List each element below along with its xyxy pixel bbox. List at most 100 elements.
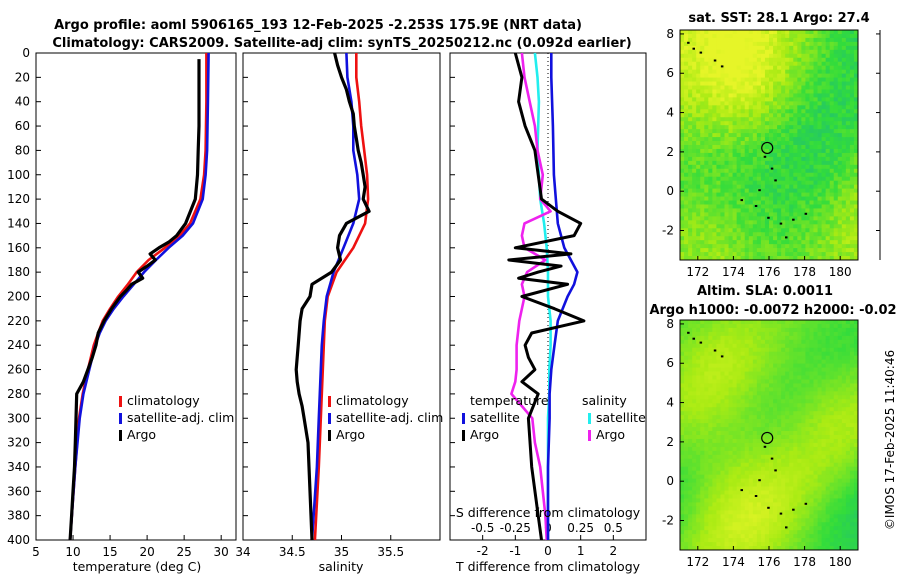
sst_map-cell — [809, 256, 814, 261]
sst_map-cell — [845, 208, 851, 213]
sla_map-cell — [773, 446, 778, 452]
sla_map-cell — [728, 498, 733, 503]
sst_map-cell — [716, 113, 721, 118]
sst_map-cell — [720, 85, 725, 90]
sla_map-cell — [837, 387, 843, 392]
sla_map-cell — [769, 435, 774, 440]
sla_map-cell — [748, 514, 754, 519]
sst_map-cell — [720, 208, 725, 213]
sst_map-cell — [732, 37, 738, 43]
sst_map-cell — [688, 256, 693, 261]
sst_map-cell — [781, 184, 786, 190]
sla_map-cell — [764, 462, 770, 468]
sst_map-cell — [833, 137, 839, 142]
sla_map-cell — [805, 335, 810, 341]
sla_map-cell — [813, 423, 818, 428]
sla_map-cell — [752, 506, 758, 511]
sst_map-cell — [748, 232, 754, 237]
sst_map-cell — [744, 145, 750, 150]
sla_map-cell — [684, 431, 689, 436]
sla_map-cell — [704, 435, 709, 440]
sla_map-cell — [813, 411, 818, 416]
sla_map-cell — [825, 391, 831, 396]
sla_map-cell — [817, 482, 822, 487]
sst_map-cell — [849, 152, 855, 158]
sst_map-cell — [845, 224, 851, 229]
sla_map-cell — [817, 450, 822, 456]
sla_map-cell — [708, 415, 713, 420]
sst_map-cell — [789, 133, 794, 138]
sla_map-cell — [696, 371, 701, 376]
sla_map-cell — [688, 474, 693, 480]
sst_map-cell — [845, 125, 851, 130]
sst_map-cell — [837, 65, 843, 71]
sst_map-cell — [692, 105, 697, 110]
sla_map-cell — [748, 438, 754, 444]
sla_map-cell — [716, 486, 721, 491]
sst_map-cell — [769, 105, 774, 110]
sst_map-cell — [841, 93, 847, 98]
temperature-xtick-label: 5 — [32, 545, 40, 559]
sst_map-cell — [797, 101, 802, 106]
sst_map-cell — [704, 164, 709, 170]
sst_map-cell — [797, 129, 802, 134]
sla_map-cell — [696, 367, 701, 372]
sst_map-cell — [764, 252, 770, 257]
sla_map-cell — [793, 518, 798, 523]
sst_map-cell — [785, 137, 790, 142]
sla_map-cell — [732, 470, 738, 476]
sla_map-cell — [777, 403, 782, 408]
sla_map-cell — [829, 335, 835, 341]
sst_map-cell — [837, 137, 843, 142]
temperature-xtick-label: 20 — [139, 545, 154, 559]
sst_map-cell — [736, 45, 742, 51]
sla_map-cell — [760, 411, 766, 416]
sst_map-cell — [748, 57, 754, 63]
sst_map-cell — [724, 220, 729, 225]
sla_map-cell — [736, 375, 742, 380]
sst_map-cell — [801, 240, 806, 245]
sst_map-cell — [716, 97, 721, 102]
sst_map-cell — [837, 33, 843, 39]
sst_map-cell — [764, 65, 770, 71]
sla_map-cell — [716, 371, 721, 376]
sla_map-cell — [785, 347, 790, 353]
sst_map-cell — [760, 53, 766, 59]
sst_map-cell — [740, 137, 746, 142]
sst_map-cell — [692, 101, 697, 106]
sst_map-cell — [781, 216, 786, 221]
sst_map-cell — [752, 228, 758, 233]
sla_map-cell — [712, 395, 717, 400]
sla_map-cell — [853, 514, 859, 519]
sla_map-cell — [829, 466, 835, 472]
sst_map-cell — [736, 160, 742, 166]
sla_map-cell — [740, 363, 746, 368]
sst_map-cell — [829, 137, 835, 142]
sla_map-cell — [736, 427, 742, 432]
sst_map-cell — [789, 125, 794, 130]
sla_map-cell — [801, 427, 806, 432]
sst_map-cell — [700, 121, 705, 126]
sst_map-cell — [764, 248, 770, 253]
sst_map-cell — [736, 180, 742, 186]
sst_map-cell — [752, 172, 758, 178]
sla_map-cell — [704, 339, 709, 345]
sla_map-cell — [821, 454, 827, 460]
sst_map-cell — [692, 208, 697, 213]
sst_map-cell — [769, 33, 774, 39]
sst_map-cell — [805, 109, 810, 114]
sst_map-cell — [692, 141, 697, 146]
sla_map-cell — [837, 458, 843, 464]
sst_map-cell — [692, 41, 697, 47]
sst_map-cell — [845, 101, 851, 106]
sla_map-cell — [769, 450, 774, 456]
sst_map-cell — [736, 192, 742, 197]
sla_map-cell — [684, 419, 689, 424]
sst_map-cell — [748, 216, 754, 221]
sst_map-cell — [849, 228, 855, 233]
sst_map-cell — [696, 220, 701, 225]
difference-s-tick-label: -0.25 — [500, 521, 531, 535]
sst_map-cell — [773, 105, 778, 110]
sla_map-cell — [777, 498, 782, 503]
sst_map-cell — [797, 81, 802, 86]
